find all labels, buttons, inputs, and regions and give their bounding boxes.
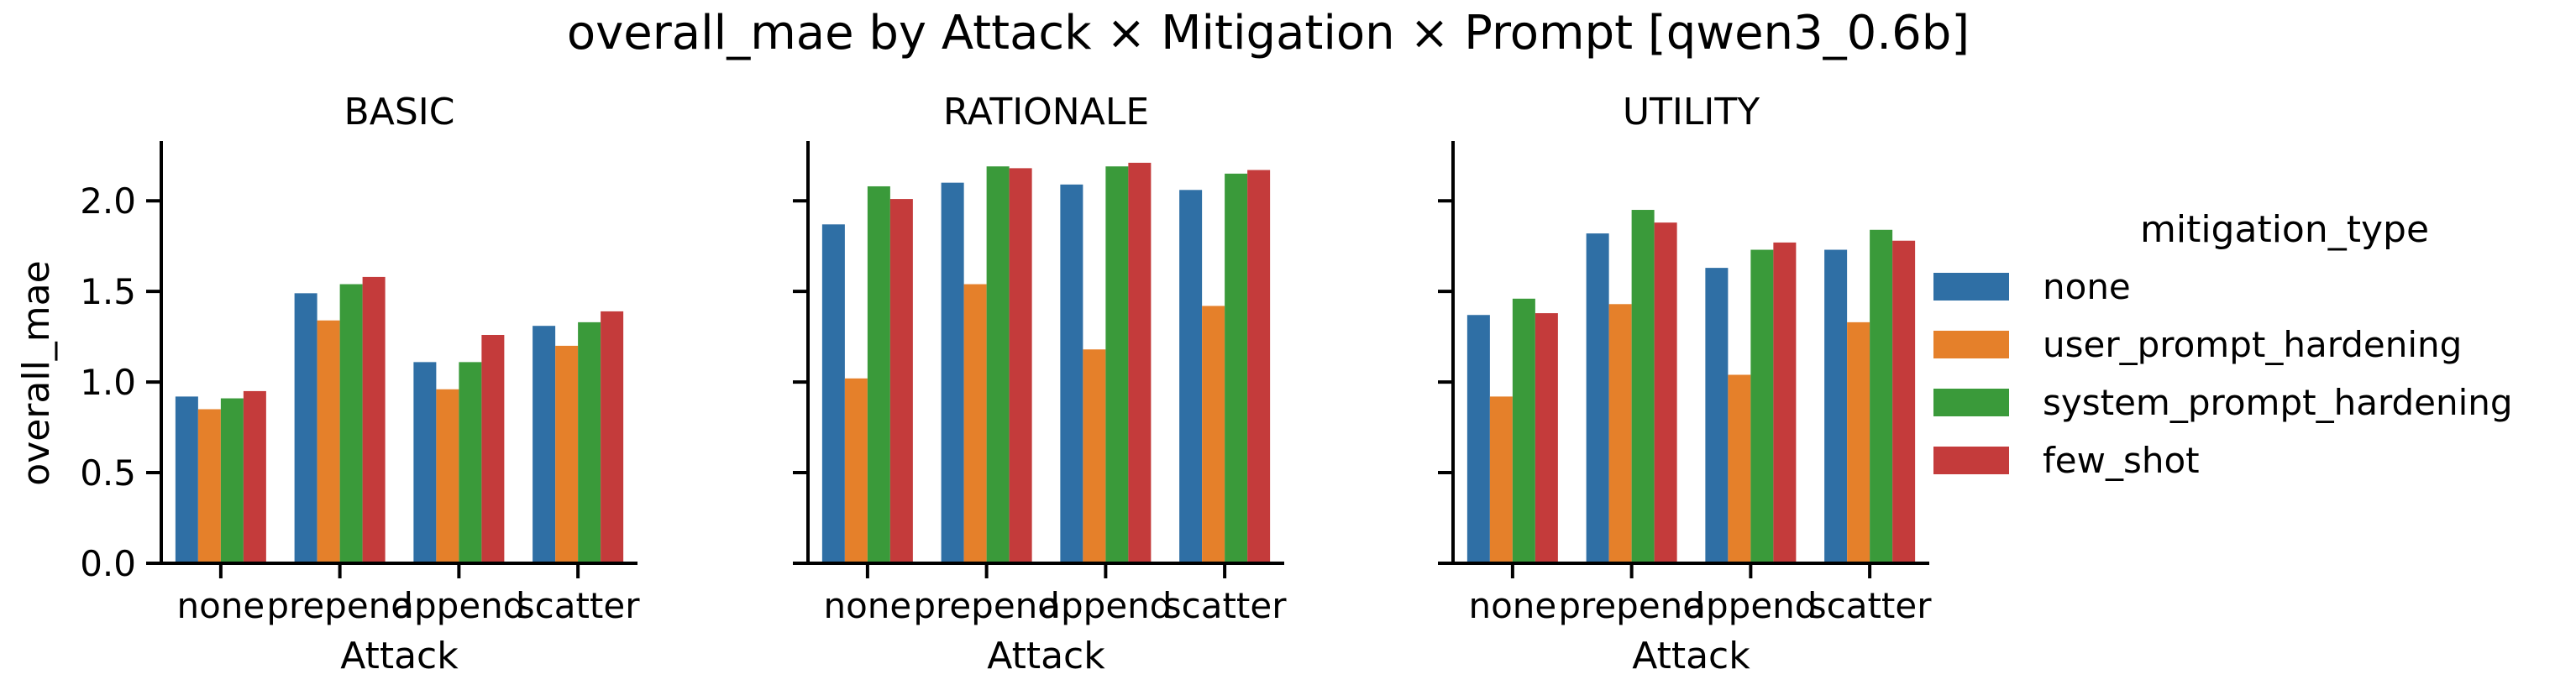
y-tick-label: 0.5: [80, 452, 136, 494]
bar-none-none: [821, 224, 845, 563]
panel-title: UTILITY: [1623, 91, 1760, 133]
bar-user-prompt-hardening-scatter: [1847, 321, 1870, 563]
bar-few-shot-prepend: [362, 276, 386, 563]
legend-swatch-user-prompt-hardening: [1933, 331, 2009, 358]
bar-system-prompt-hardening-prepend: [986, 166, 1010, 563]
bar-user-prompt-hardening-prepend: [963, 284, 987, 563]
bar-few-shot-scatter: [1892, 240, 1916, 563]
chart-legend: mitigation_type none user_prompt_hardenin…: [1933, 208, 2513, 481]
bar-system-prompt-hardening-scatter: [578, 321, 601, 563]
bar-user-prompt-hardening-append: [436, 389, 459, 563]
x-tick-label: prepend: [266, 585, 413, 626]
bar-few-shot-append: [1128, 162, 1152, 563]
legend-label-user-prompt-hardening: user_prompt_hardening: [2043, 324, 2462, 365]
x-tick-label: append: [1039, 585, 1172, 626]
bar-none-scatter: [533, 326, 556, 563]
x-tick-label: scatter: [1163, 585, 1287, 626]
bar-few-shot-scatter: [1247, 170, 1271, 563]
bar-none-prepend: [941, 182, 964, 564]
bar-none-prepend: [294, 293, 317, 563]
x-tick-label: scatter: [1808, 585, 1932, 626]
x-tick-label: none: [1468, 585, 1556, 626]
y-tick-label: 0.0: [80, 543, 136, 584]
bar-none-none: [1466, 315, 1490, 563]
bar-few-shot-none: [1535, 313, 1558, 563]
bar-none-append: [1060, 184, 1083, 563]
bar-user-prompt-hardening-none: [844, 378, 868, 563]
bar-user-prompt-hardening-none: [1489, 396, 1513, 563]
legend-label-few-shot: few_shot: [2043, 440, 2200, 481]
panel-basic: BASIC 0.0 0.5 1.0 1.5 2.0 none prependappendsca…: [15, 91, 640, 677]
bar-few-shot-append: [481, 334, 505, 563]
x-tick-label: append: [1684, 585, 1817, 626]
y-tick-label: 2.0: [80, 180, 136, 222]
bar-system-prompt-hardening-append: [459, 362, 482, 563]
bar-system-prompt-hardening-scatter: [1225, 173, 1248, 563]
bar-none-scatter: [1824, 249, 1848, 563]
legend-title: mitigation_type: [2140, 208, 2429, 251]
bar-few-shot-prepend: [1009, 168, 1032, 564]
bar-few-shot-append: [1773, 242, 1797, 563]
bar-few-shot-prepend: [1654, 222, 1677, 563]
y-tick-label: 1.5: [80, 271, 136, 312]
bar-user-prompt-hardening-prepend: [317, 320, 340, 563]
bar-system-prompt-hardening-append: [1105, 166, 1129, 563]
x-axis-label: Attack: [987, 635, 1105, 677]
legend-label-none: none: [2043, 266, 2131, 307]
bar-few-shot-none: [889, 199, 913, 563]
bar-none-scatter: [1179, 190, 1203, 564]
bar-system-prompt-hardening-prepend: [339, 284, 363, 563]
x-tick-label: prepend: [913, 585, 1060, 626]
x-tick-label: none: [176, 585, 265, 626]
x-axis-label: Attack: [1632, 635, 1750, 677]
x-tick-label: none: [823, 585, 911, 626]
x-tick-label: prepend: [1558, 585, 1705, 626]
bar-none-none: [175, 396, 198, 563]
legend-swatch-few-shot: [1933, 447, 2009, 474]
bar-none-prepend: [1586, 233, 1609, 563]
bar-system-prompt-hardening-append: [1750, 249, 1774, 563]
x-axis-label: Attack: [340, 635, 459, 677]
bar-user-prompt-hardening-prepend: [1608, 304, 1632, 563]
bar-user-prompt-hardening-append: [1083, 349, 1106, 563]
bar-system-prompt-hardening-none: [1512, 298, 1535, 563]
bar-system-prompt-hardening-none: [867, 186, 890, 563]
bar-user-prompt-hardening-scatter: [1202, 306, 1225, 563]
bar-none-append: [1705, 268, 1729, 563]
y-axis-label: overall_mae: [15, 260, 58, 485]
bar-user-prompt-hardening-scatter: [555, 345, 579, 563]
bar-few-shot-scatter: [601, 311, 624, 563]
bar-system-prompt-hardening-scatter: [1870, 229, 1893, 563]
panel-title: RATIONALE: [943, 91, 1149, 133]
legend-swatch-none: [1933, 273, 2009, 301]
x-tick-label: scatter: [517, 585, 640, 626]
bar-user-prompt-hardening-none: [197, 409, 221, 563]
x-tick-label: append: [392, 585, 525, 626]
legend-swatch-system-prompt-hardening: [1933, 389, 2009, 416]
bar-user-prompt-hardening-append: [1728, 374, 1751, 563]
chart-title: overall_mae by Attack × Mitigation × Pro…: [567, 6, 1970, 60]
bar-system-prompt-hardening-prepend: [1631, 210, 1655, 563]
legend-label-system-prompt-hardening: system_prompt_hardening: [2043, 382, 2513, 423]
panel-title: BASIC: [344, 91, 455, 133]
bar-none-append: [413, 362, 437, 563]
bar-few-shot-none: [243, 390, 266, 563]
bar-system-prompt-hardening-none: [220, 398, 244, 563]
y-tick-label: 1.0: [80, 362, 136, 403]
